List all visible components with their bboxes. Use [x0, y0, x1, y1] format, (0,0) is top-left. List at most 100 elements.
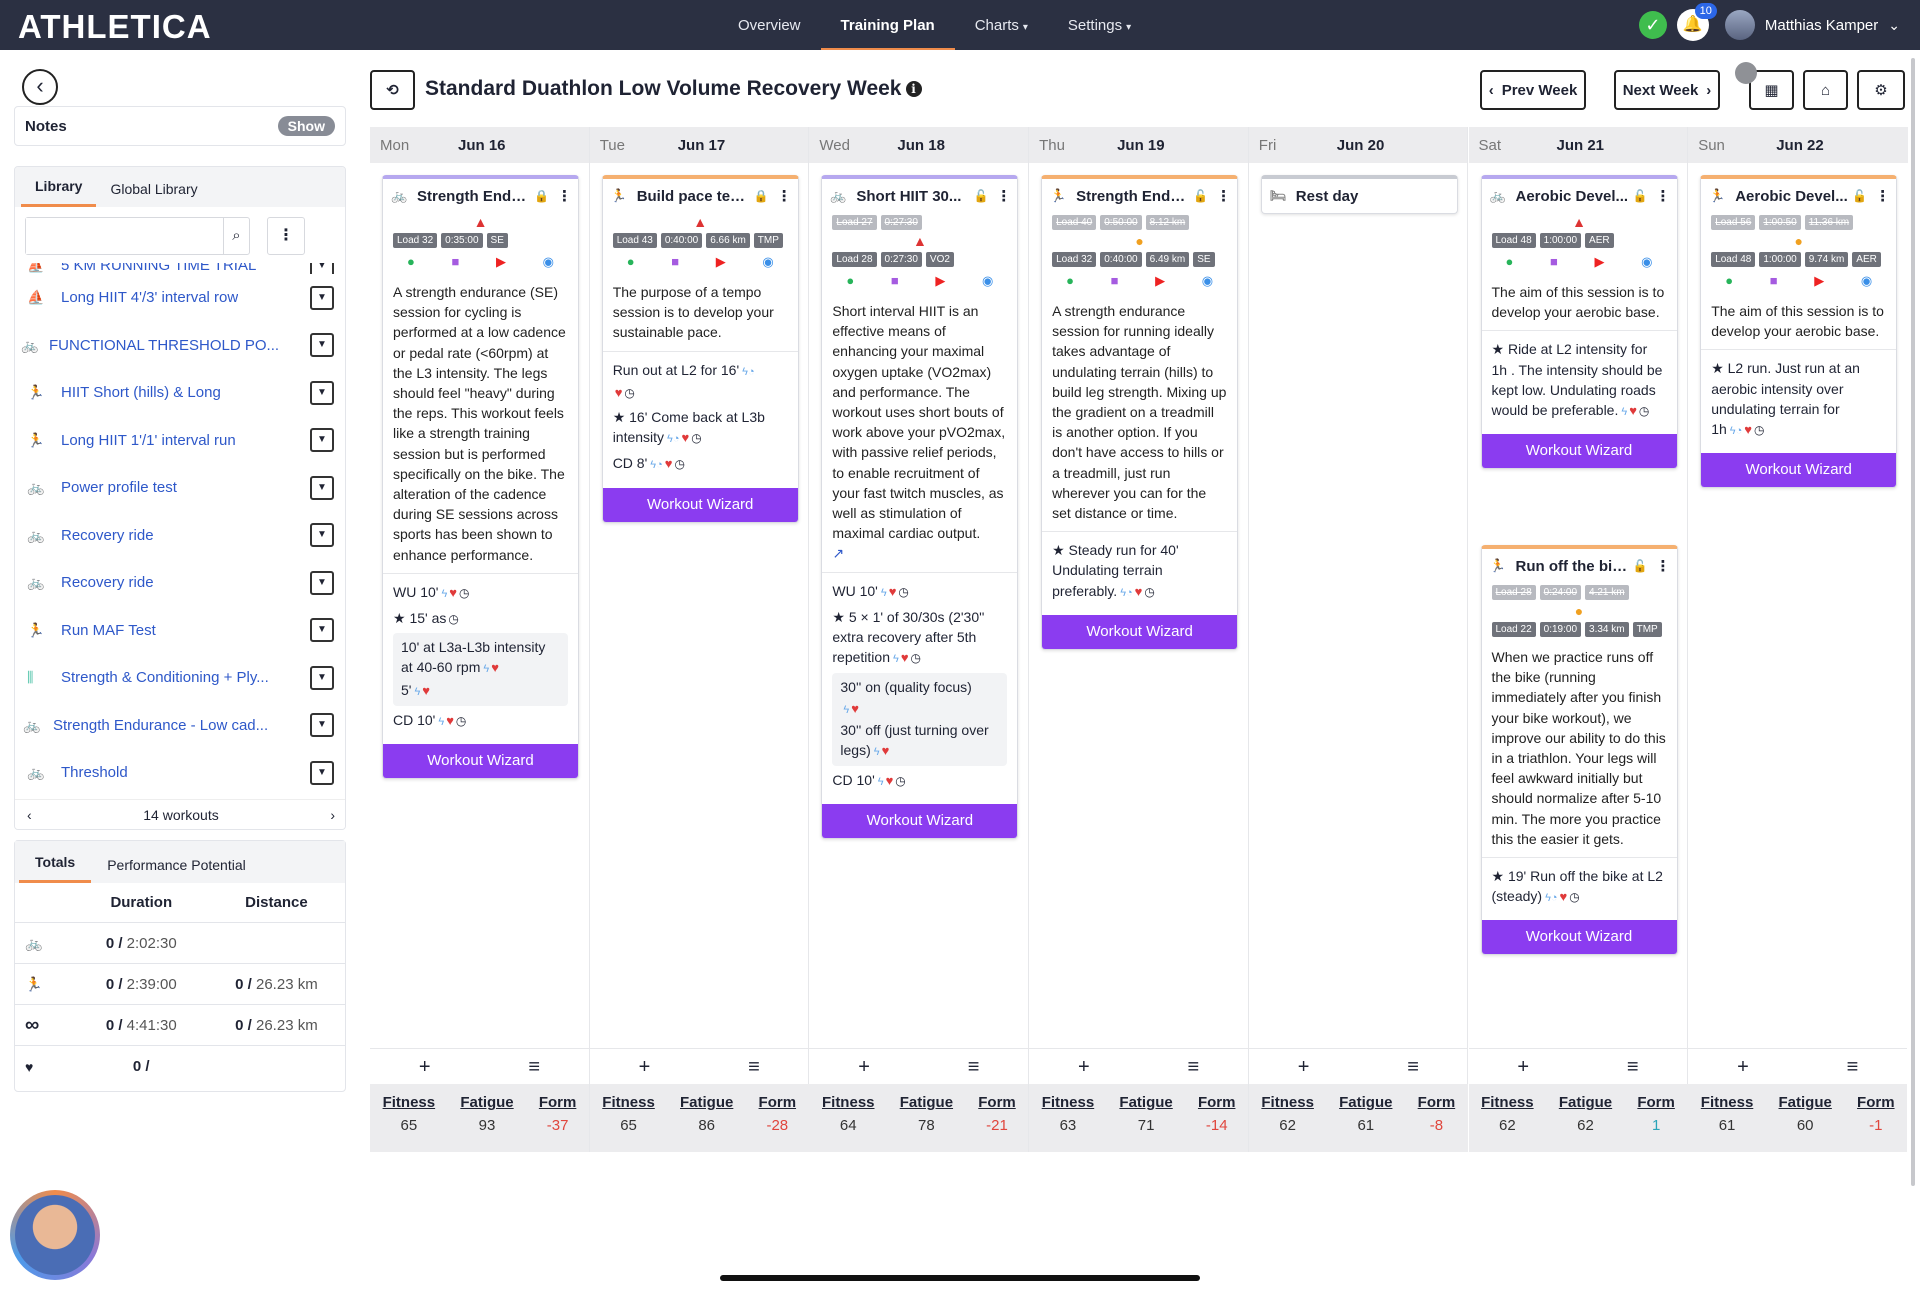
- chevron-down-icon[interactable]: ▼: [310, 760, 334, 785]
- lock-icon[interactable]: 🔒: [534, 189, 549, 203]
- workout-card[interactable]: 🚲 Strength Endu... 🔒 ⋮ ▲ Load 32 0:35:00 SE ●…: [382, 175, 579, 780]
- database-icon[interactable]: ≡: [967, 1056, 980, 1078]
- chevron-left-icon[interactable]: ‹: [27, 806, 32, 823]
- list-item[interactable]: ⫼ Strength & Conditioning + Ply... ▼: [15, 654, 345, 702]
- podcast-icon[interactable]: ■: [1550, 254, 1558, 269]
- list-item[interactable]: 🚲 Threshold ▼: [15, 749, 345, 797]
- coach-avatar[interactable]: [10, 1190, 100, 1280]
- nav-settings[interactable]: Settings ▾: [1067, 17, 1132, 34]
- database-icon[interactable]: ≡: [1407, 1056, 1419, 1078]
- external-link-icon[interactable]: ↗: [832, 545, 845, 562]
- youtube-icon[interactable]: ▶: [496, 254, 506, 269]
- database-icon[interactable]: ≡: [1846, 1056, 1859, 1078]
- tab-library[interactable]: Library: [21, 178, 97, 207]
- broadcast-icon[interactable]: ◉: [1201, 273, 1214, 288]
- list-item[interactable]: ⛵ 5 KM RUNNING TIME TRIAL ▼: [15, 263, 345, 274]
- list-item[interactable]: 🏃 HIIT Short (hills) & Long ▼: [15, 369, 345, 417]
- chevron-down-icon[interactable]: ▼: [310, 333, 334, 358]
- database-icon[interactable]: ≡: [1626, 1056, 1639, 1078]
- back-button[interactable]: ‹: [22, 69, 58, 105]
- podcast-icon[interactable]: ■: [1110, 273, 1119, 288]
- unlock-icon[interactable]: 🔓: [1632, 189, 1648, 203]
- spotify-icon[interactable]: ●: [1725, 273, 1734, 288]
- youtube-icon[interactable]: ▶: [715, 254, 726, 269]
- chevron-down-icon[interactable]: ▼: [310, 380, 334, 405]
- more-icon[interactable]: ⋮: [1655, 188, 1671, 205]
- settings-button[interactable]: ⚙: [1857, 70, 1905, 110]
- tab-global-library[interactable]: Global Library: [110, 181, 198, 197]
- add-icon[interactable]: +: [638, 1056, 651, 1078]
- more-icon[interactable]: ⋮: [1216, 188, 1232, 205]
- nav-overview[interactable]: Overview: [738, 17, 801, 34]
- broadcast-icon[interactable]: ◉: [542, 254, 554, 269]
- broadcast-icon[interactable]: ◉: [1641, 254, 1653, 269]
- spotify-icon[interactable]: ●: [407, 254, 415, 269]
- more-icon[interactable]: ⋮: [557, 188, 572, 205]
- chevron-down-icon[interactable]: ▼: [310, 665, 334, 690]
- workout-wizard-button[interactable]: Workout Wizard: [822, 804, 1018, 839]
- workout-wizard-button[interactable]: Workout Wizard: [1042, 614, 1238, 649]
- chevron-down-icon[interactable]: ▼: [310, 570, 334, 595]
- broadcast-icon[interactable]: ◉: [762, 254, 774, 269]
- youtube-icon[interactable]: ▶: [1594, 254, 1605, 269]
- unlock-icon[interactable]: 🔓: [1852, 189, 1868, 203]
- list-item[interactable]: 🚲 Recovery ride ▼: [15, 559, 345, 607]
- more-icon[interactable]: ⋮: [1655, 558, 1671, 575]
- chevron-down-icon[interactable]: ▼: [310, 263, 334, 274]
- podcast-icon[interactable]: ■: [451, 254, 460, 269]
- database-icon[interactable]: ≡: [748, 1056, 760, 1078]
- workout-wizard-button[interactable]: Workout Wizard: [602, 487, 798, 522]
- youtube-icon[interactable]: ▶: [935, 273, 946, 288]
- library-more-button[interactable]: ⋮: [267, 217, 305, 255]
- lock-icon[interactable]: 🔒: [753, 189, 769, 203]
- add-icon[interactable]: +: [1297, 1056, 1310, 1078]
- nav-charts[interactable]: Charts ▾: [974, 17, 1028, 34]
- unlock-icon[interactable]: 🔓: [1632, 559, 1648, 573]
- tab-totals[interactable]: Totals: [19, 854, 92, 883]
- youtube-icon[interactable]: ▶: [1814, 273, 1825, 288]
- chevron-down-icon[interactable]: ▼: [310, 523, 334, 548]
- unlock-icon[interactable]: 🔓: [1193, 189, 1209, 203]
- youtube-icon[interactable]: ▶: [1155, 273, 1166, 288]
- chevron-down-icon[interactable]: ▼: [310, 618, 334, 643]
- chevron-down-icon[interactable]: ⌄: [1888, 16, 1900, 33]
- rest-day-card[interactable]: 🛏 Rest day: [1260, 175, 1458, 214]
- chevron-down-icon[interactable]: ▼: [310, 285, 334, 310]
- spotify-icon[interactable]: ●: [626, 254, 635, 269]
- database-icon[interactable]: ≡: [1187, 1056, 1200, 1078]
- tab-performance-potential[interactable]: Performance Potential: [107, 857, 246, 873]
- user-avatar[interactable]: [1724, 10, 1755, 40]
- workout-wizard-button[interactable]: Workout Wizard: [1481, 920, 1677, 955]
- list-item[interactable]: ⛵ Long HIIT 4'/3' interval row ▼: [15, 274, 345, 322]
- more-icon[interactable]: ⋮: [1875, 188, 1891, 205]
- sync-check-icon[interactable]: ✓: [1638, 11, 1667, 39]
- workout-card[interactable]: 🚲 Aerobic Devel... 🔓 ⋮ ▲ Load 48 1:00:00 AER …: [1480, 175, 1678, 470]
- workout-card[interactable]: 🚲 Short HIIT 30... 🔓 ⋮ Load 27 0:27:30 ▲ Loa…: [821, 175, 1019, 840]
- more-icon[interactable]: ⋮: [776, 188, 792, 205]
- athletica-logo[interactable]: ATHLETICA: [18, 8, 212, 45]
- spotify-icon[interactable]: ●: [1505, 254, 1514, 269]
- workout-card[interactable]: 🏃 Run off the bik... 🔓 ⋮ Load 28 0:24:00 4.21…: [1480, 545, 1678, 956]
- unlock-icon[interactable]: 🔓: [973, 189, 989, 203]
- add-icon[interactable]: +: [858, 1056, 870, 1078]
- workout-wizard-button[interactable]: Workout Wizard: [383, 744, 578, 779]
- list-item[interactable]: 🚲 Strength Endurance - Low cad... ▼: [15, 702, 345, 750]
- workout-wizard-button[interactable]: Workout Wizard: [1481, 434, 1677, 469]
- list-item[interactable]: 🚲 Recovery ride ▼: [15, 512, 345, 560]
- workout-wizard-button[interactable]: Workout Wizard: [1701, 453, 1897, 488]
- user-name[interactable]: Matthias Kamper: [1764, 16, 1879, 34]
- search-icon[interactable]: ⌕: [223, 218, 249, 254]
- database-icon[interactable]: ≡: [528, 1056, 541, 1078]
- info-icon[interactable]: i: [905, 81, 922, 97]
- workout-card[interactable]: 🏃 Build pace tempo 🔒 ⋮ ▲ Load 43 0:40:00 6.66…: [601, 175, 799, 523]
- add-icon[interactable]: +: [1078, 1056, 1090, 1078]
- workout-card[interactable]: 🏃 Aerobic Devel... 🔓 ⋮ Load 56 1:00:50 11.36 …: [1700, 175, 1898, 489]
- add-icon[interactable]: +: [418, 1056, 431, 1078]
- chevron-down-icon[interactable]: ▼: [310, 475, 334, 500]
- chevron-down-icon[interactable]: ▼: [310, 713, 334, 738]
- broadcast-icon[interactable]: ◉: [1860, 273, 1873, 288]
- prev-week-button[interactable]: ‹ Prev Week: [1480, 70, 1586, 110]
- chevron-right-icon[interactable]: ›: [330, 806, 335, 823]
- podcast-icon[interactable]: ■: [890, 273, 899, 288]
- next-week-button[interactable]: Next Week ›: [1614, 70, 1720, 110]
